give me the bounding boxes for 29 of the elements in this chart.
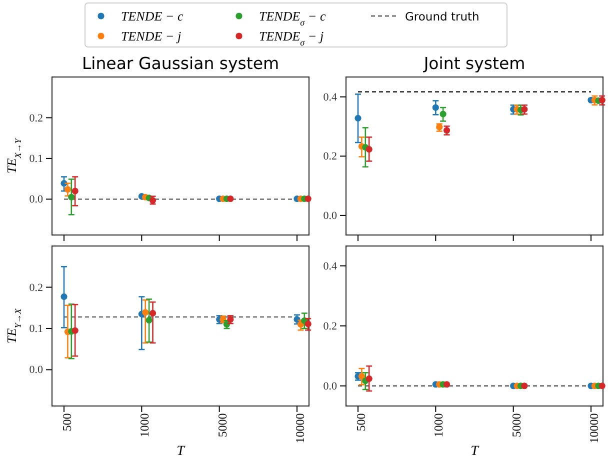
y-tick-label: 0.4 [323,91,338,104]
chart-title: Joint system [422,54,526,73]
legend-label: TENDE$_{σ}$ − c [259,8,326,28]
y-tick-label: 0.4 [323,260,338,272]
y-tick-label: 0.2 [29,282,43,294]
x-axis-title: T [176,444,186,459]
y-tick-label: 0.2 [29,112,43,124]
x-tick-label: 500 [354,413,368,432]
x-axis-title: T [470,444,480,459]
y-tick-label: 0.0 [323,210,338,222]
x-tick-label: 500 [60,413,74,432]
x-tick-label: 5000 [509,413,524,438]
x-tick-label: 1000 [432,413,446,438]
chart-title: Linear Gaussian system [82,54,280,73]
y-tick-label: 0.0 [29,364,44,376]
y-tick-label: 0.1 [29,152,43,165]
legend-label: Ground truth [405,10,480,24]
x-tick-label: 1000 [138,413,152,438]
y-tick-label: 0.2 [323,150,337,163]
legend-label: TENDE − j [121,28,182,44]
x-tick-label: 10000 [292,413,307,444]
x-tick-label: 5000 [215,413,230,438]
y-tick-label: 0.1 [29,322,43,335]
legend-label: TENDE$_{σ}$ − j [259,28,324,48]
x-tick-label: 10000 [586,413,601,444]
y-tick-label: 0.2 [323,320,337,332]
y-tick-label: 0.0 [29,194,44,206]
y-tick-label: 0.0 [323,380,338,392]
legend-label: TENDE − c [121,8,184,24]
